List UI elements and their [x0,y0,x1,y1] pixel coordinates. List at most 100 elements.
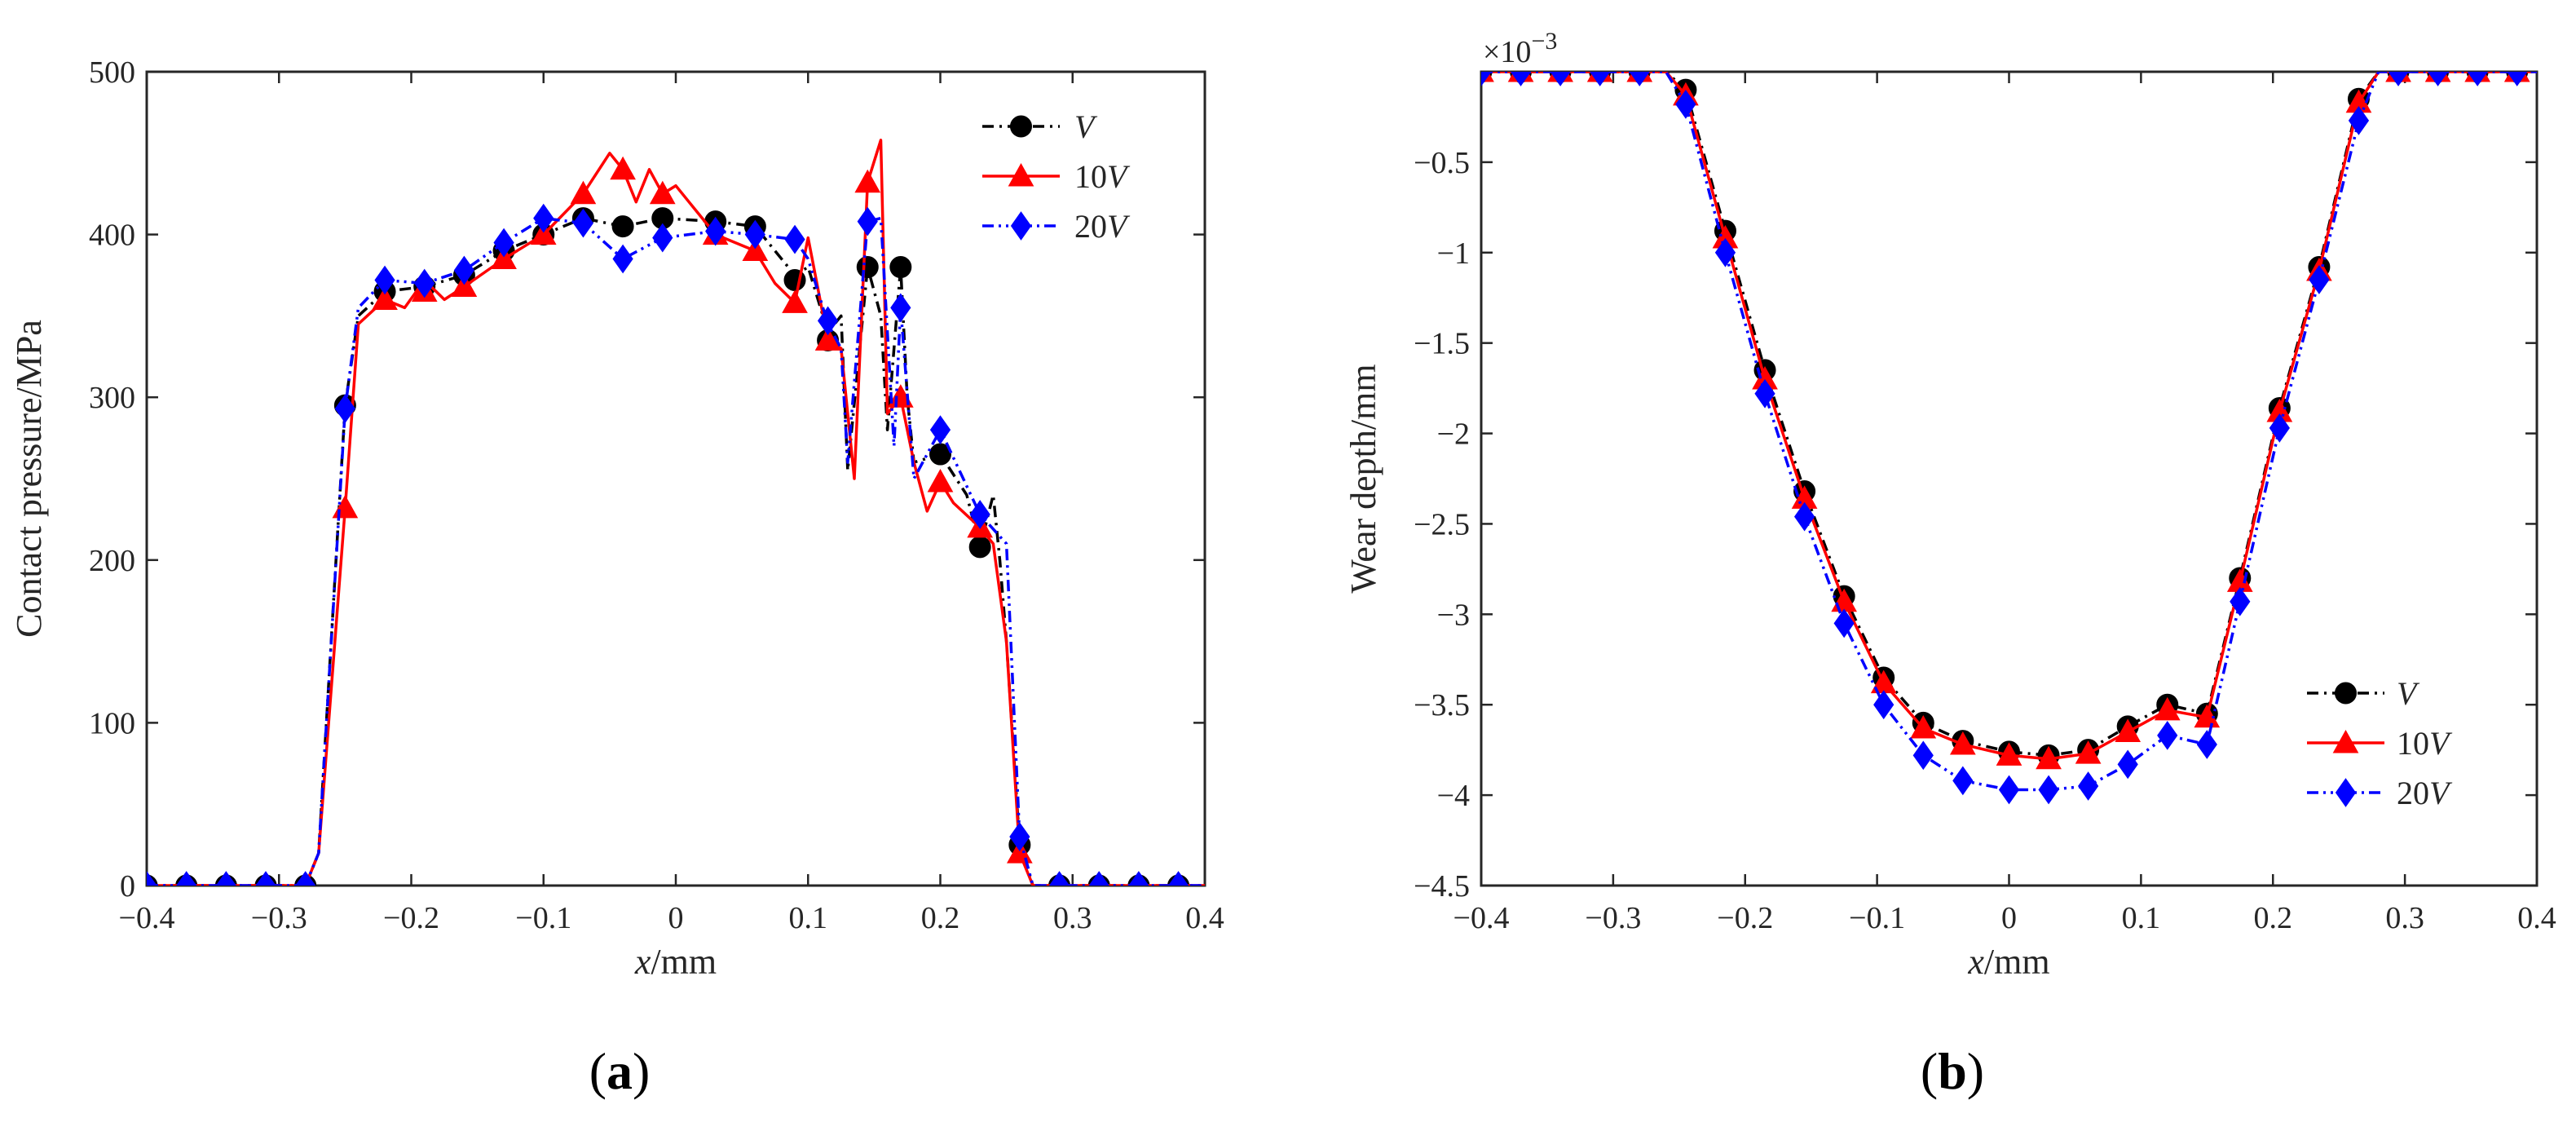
y-tick-label: −1.5 [1414,327,1470,361]
data-point-10V [1910,715,1937,739]
legend-variable: V [2429,725,2453,762]
data-point-20V [2309,265,2330,294]
caption-paren-open: ( [589,1042,607,1100]
y-tick-label: −4 [1437,779,1470,813]
data-point-20V [1952,766,1974,796]
data-point-20V [493,228,514,258]
plot-area [1481,72,2537,805]
y-tick-label: 100 [89,706,135,740]
data-point-20V [453,255,475,285]
caption-paren-close: ) [633,1042,650,1100]
data-point-20V [1833,608,1855,638]
data-point-10V [530,221,557,245]
data-point-20V [1550,72,1571,86]
data-point-10V [570,180,597,205]
series-line-20V [1481,72,2537,792]
legend-variable: V [2397,675,2420,712]
legend-number: 10 [1074,158,1107,195]
data-point-20V [784,224,805,254]
series-line-20V [147,216,1205,886]
data-point-20V [1009,822,1030,851]
y-multiplier-exponent: −3 [1531,28,1557,55]
data-point-20V [1793,501,1815,532]
y-multiplier-label: ×10−3 [1483,28,1557,69]
y-tick-label: −1 [1437,236,1470,271]
data-point-20V [2388,72,2409,86]
legend-marker-10V [1008,162,1034,187]
x-tick-label: −0.4 [1453,901,1510,935]
data-point-20V [295,871,316,886]
data-point-20V [817,306,839,336]
data-point-10V [854,169,881,193]
x-tick-label: −0.1 [515,901,571,935]
y-tick-label: −3 [1437,598,1470,632]
x-tick-label: −0.3 [251,901,307,935]
data-point-10V [372,286,398,310]
data-point-10V [1007,840,1033,864]
data-point-20V [414,268,435,298]
data-point-20V [1088,871,1109,886]
x-axis-label: x/mm [634,942,717,982]
data-point-10V [2036,745,2062,770]
legend-marker-10V [2332,729,2359,753]
y-tick-label: −2.5 [1414,507,1470,541]
y-axis-label: Contact pressure/MPa [9,320,49,638]
data-point-20V [652,223,673,253]
legend-marker-V [1010,115,1032,138]
y-tick-label: 0 [120,869,135,903]
legend-number: 10 [2397,725,2429,762]
legend-label-10V: 10V [2397,725,2453,762]
x-tick-label: 0.2 [2254,901,2293,935]
data-point-20V [1873,690,1895,720]
y-tick-label: 500 [89,55,135,90]
data-point-20V [2230,586,2251,616]
axes-box [145,70,1206,887]
series-line-10V [1481,72,2537,761]
data-point-20V [1481,72,1492,86]
x-axis-label-var: x [1967,942,1984,982]
data-point-V [856,256,879,279]
x-axis-label-var: x [634,942,651,982]
chart-panel-a: −0.4 −0.3 −0.2 −0.1 0 0.1 0.2 0.3 0.4 0 100 200 300 4… [9,55,1224,1100]
x-axis-label-unit: /mm [1984,942,2050,982]
data-point-20V [1629,72,1650,86]
data-point-20V [2078,771,2099,801]
data-point-20V [572,208,594,238]
data-point-20V [1590,72,1611,86]
y-tick-label: −3.5 [1414,688,1470,722]
data-point-10V [1949,731,1976,755]
data-point-20V [2507,72,2528,86]
data-point-20V [1912,740,1934,771]
data-point-10V [2075,740,2102,764]
data-point-20V [176,871,197,886]
data-point-10V [610,156,636,180]
x-tick-label: 0.4 [1185,901,1224,935]
series-line-V [147,216,1205,886]
y-tick-label: 400 [89,219,135,253]
data-point-20V [1998,775,2020,805]
data-point-V [889,256,912,279]
data-point-20V [1167,871,1189,886]
legend-number: 20 [1074,208,1107,245]
legend-marker-20V [2335,778,2357,807]
legend-marker-20V [1010,211,1032,241]
data-point-20V [1510,72,1532,86]
x-tick-label: 0.3 [2385,901,2424,935]
panel-caption: (a) [589,1042,651,1100]
plot-area [147,139,1205,886]
legend-label-10V: 10V [1074,158,1131,195]
chart-panel-b: −0.4 −0.3 −0.2 −0.1 0 0.1 0.2 0.3 0.4 −4.5 −4 −3.5 −… [1343,28,2556,1100]
data-point-20V [215,871,236,886]
data-point-20V [2157,721,2178,750]
data-point-10V [451,273,478,297]
legend-label-20V: 20V [2397,775,2453,811]
data-point-20V [2348,106,2370,135]
data-point-V [611,215,634,238]
data-point-20V [2269,413,2290,443]
data-point-10V [2115,718,2142,742]
caption-letter: a [607,1042,633,1100]
legend-number: 20 [2397,775,2429,811]
legend-variable: V [2429,775,2453,811]
